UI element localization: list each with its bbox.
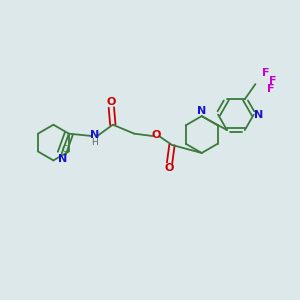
Text: F: F — [262, 68, 269, 78]
Text: F: F — [267, 84, 274, 94]
Text: O: O — [152, 130, 161, 140]
Text: N: N — [254, 110, 264, 120]
Text: N: N — [58, 154, 68, 164]
Text: N: N — [90, 130, 99, 140]
Text: O: O — [107, 98, 116, 107]
Text: H: H — [91, 138, 98, 147]
Text: F: F — [269, 76, 276, 85]
Text: N: N — [197, 106, 206, 116]
Text: C: C — [61, 145, 68, 154]
Text: O: O — [165, 163, 174, 173]
